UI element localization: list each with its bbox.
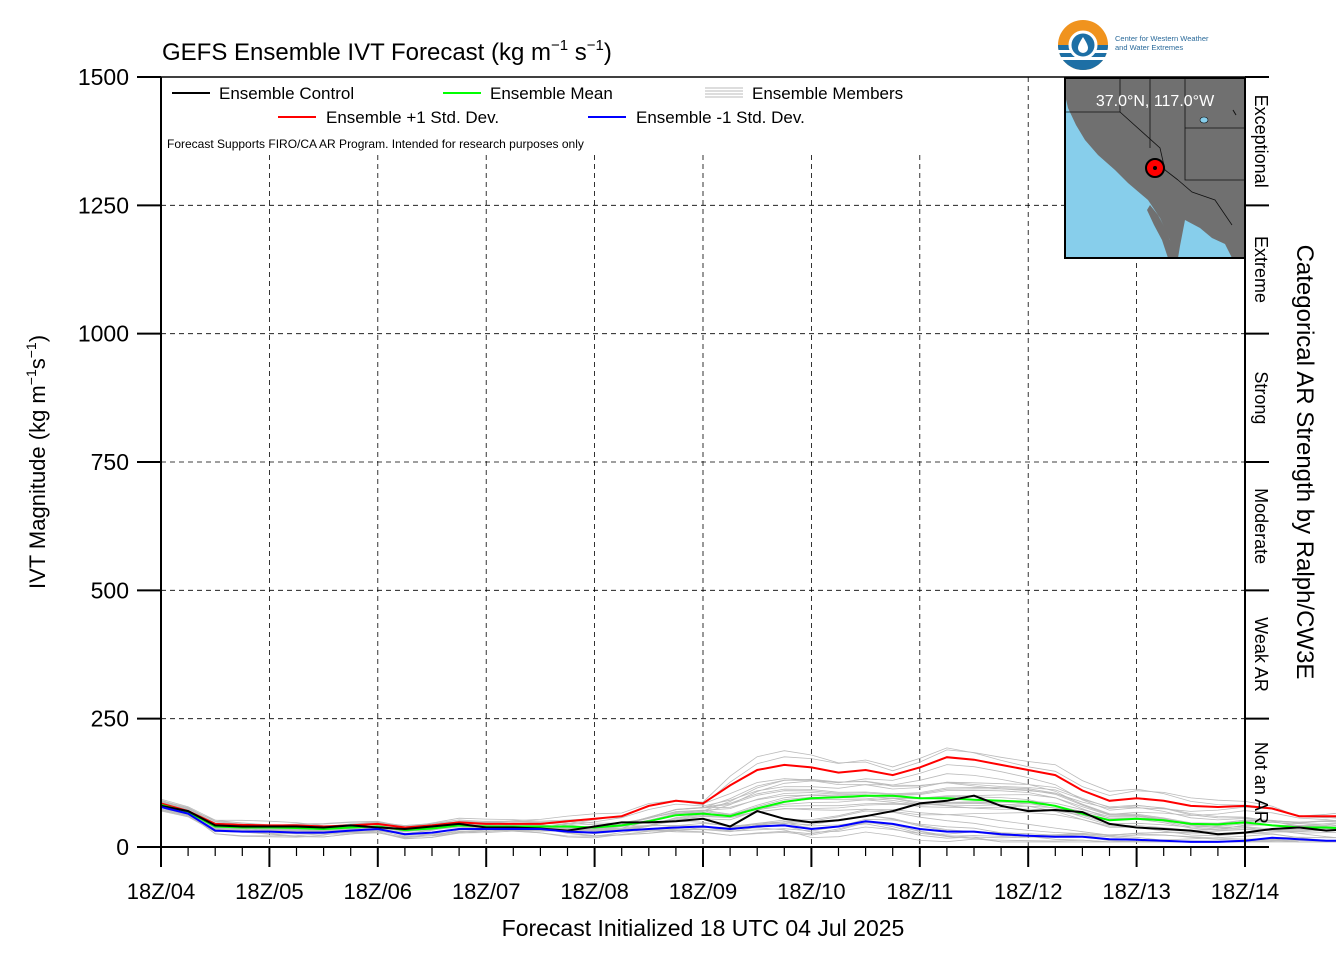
category-label: Exceptional	[1251, 95, 1271, 188]
series-line-ensemble-control	[160, 794, 1336, 836]
ensemble-member-line	[160, 787, 1336, 832]
ensemble-member-line	[160, 808, 1336, 843]
category-label: Extreme	[1251, 236, 1271, 303]
y-tick-label: 1500	[78, 64, 129, 90]
y-tick-label: 1000	[78, 321, 129, 347]
category-label: Weak AR	[1251, 617, 1271, 692]
baja-peninsula	[1147, 205, 1174, 258]
series-lines	[160, 756, 1336, 843]
ensemble-member-line	[160, 749, 1336, 831]
x-tick-label: 18Z/11	[886, 879, 953, 904]
title-mid: s	[568, 39, 587, 66]
ylabel-mid: s	[25, 358, 50, 369]
y-axis-label: IVT Magnitude (kg m−1s−1)	[23, 335, 50, 589]
y-tick-label: 500	[91, 577, 129, 603]
ar-category-axis: Not an AR Weak AR Moderate Strong Extreme Exc…	[1245, 76, 1271, 848]
right-axis-label: Categorical AR Strength by Ralph/CW3E	[1291, 245, 1318, 680]
x-tick-label: 18Z/05	[235, 879, 304, 904]
title-end: )	[604, 39, 612, 66]
legend-label-members: Ensemble Members	[752, 84, 903, 103]
ylabel-end: )	[25, 335, 50, 342]
cw3e-logo: Center for Western Weather and Water Ext…	[1058, 20, 1209, 70]
y-tick-label: 750	[91, 449, 129, 475]
y-tick-label: 0	[116, 834, 129, 860]
x-tick-label: 18Z/13	[1102, 879, 1171, 904]
category-label: Moderate	[1251, 488, 1271, 564]
ensemble-member-line	[160, 778, 1336, 832]
x-tick-label: 18Z/07	[452, 879, 521, 904]
ylabel-sup-1: −1	[23, 369, 39, 385]
legend: Ensemble Control Ensemble Mean Ensemble …	[172, 84, 903, 127]
location-map: 37.0°N, 117.0°W	[1064, 77, 1246, 259]
y-tick-label: 1250	[78, 192, 129, 218]
legend-label-control: Ensemble Control	[219, 84, 354, 103]
title-sup-2: −1	[587, 37, 604, 54]
chart-title: GEFS Ensemble IVT Forecast (kg m−1 s−1)	[162, 37, 612, 66]
x-tick-label: 18Z/10	[777, 879, 846, 904]
logo-line-1: Center for Western Weather	[1115, 34, 1209, 43]
legend-label-mean: Ensemble Mean	[490, 84, 613, 103]
x-tick-label: 18Z/08	[560, 879, 629, 904]
x-tick-label: 18Z/12	[994, 879, 1063, 904]
series-line-ensemble-1-std-dev-	[160, 806, 1336, 843]
map-location-label: 37.0°N, 117.0°W	[1096, 93, 1215, 110]
ensemble-member-line	[160, 805, 1336, 843]
y-tick-label: 250	[91, 706, 129, 732]
water-drop-icon	[1078, 37, 1088, 53]
ylabel-main: IVT Magnitude (kg m	[25, 385, 50, 589]
legend-label-minus-std: Ensemble -1 Std. Dev.	[636, 108, 805, 127]
state-borders	[1065, 78, 1245, 226]
x-tick-label: 18Z/09	[669, 879, 738, 904]
grid-lines	[161, 77, 1245, 847]
ensemble-member-line	[160, 779, 1336, 833]
x-tick-label: 18Z/14	[1211, 879, 1280, 904]
title-main: GEFS Ensemble IVT Forecast (kg m	[162, 39, 551, 66]
series-line-ensemble-1-std-dev-	[160, 756, 1336, 829]
legend-swatch-members	[705, 87, 743, 98]
series-line-ensemble-mean	[160, 794, 1336, 832]
x-tick-label: 18Z/04	[127, 879, 196, 904]
ensemble-member-line	[160, 808, 1336, 842]
axes: 0 250 500 750 1000 1250 1500 18Z/04 18Z/05 18Z/06…	[78, 64, 1279, 904]
title-sup-1: −1	[551, 37, 568, 54]
logo-line-2: and Water Extremes	[1115, 43, 1183, 52]
legend-label-plus-std: Ensemble +1 Std. Dev.	[326, 108, 499, 127]
footnote: Forecast Supports FIRO/CA AR Program. In…	[167, 137, 584, 151]
category-label: Not an AR	[1251, 742, 1271, 824]
ylabel-sup-2: −1	[23, 342, 39, 358]
category-label: Strong	[1251, 371, 1271, 424]
x-tick-label: 18Z/06	[344, 879, 413, 904]
x-axis-label: Forecast Initialized 18 UTC 04 Jul 2025	[502, 915, 905, 941]
